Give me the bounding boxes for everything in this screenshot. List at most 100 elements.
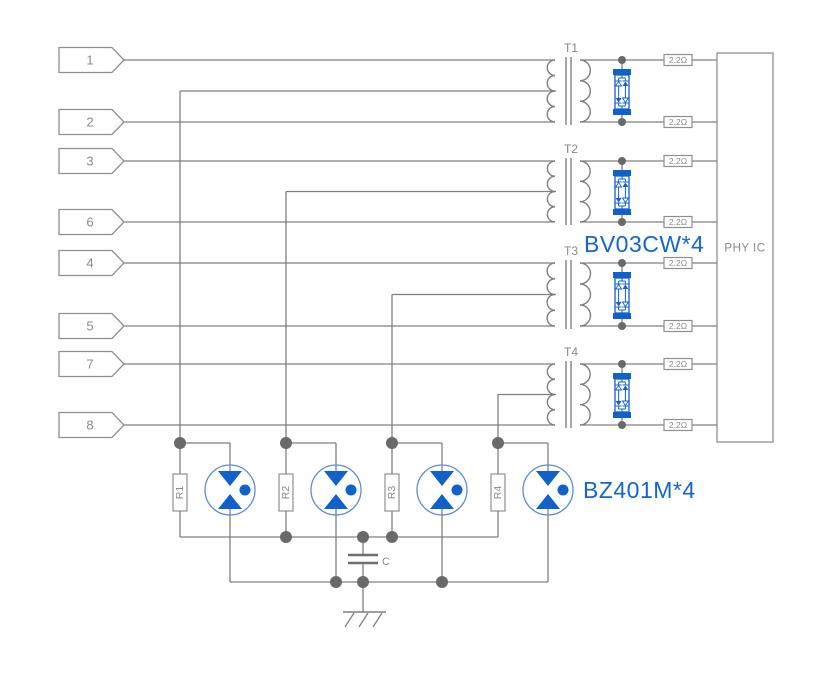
tvs-diode-triangle [622,182,629,187]
tvs-diode-array [614,175,630,210]
phy-ic-box [716,52,774,443]
tvs-diode-triangle [621,400,630,407]
series-resistor [663,115,693,129]
chassis-ground-slash [372,612,383,628]
tvs-diode-array [614,277,630,314]
pin-tag [58,147,125,175]
transformer-label: T2 [564,142,578,156]
series-resistor-label: 2.2Ω [669,117,687,127]
termination-resistor [490,473,506,512]
tvs-diode-triangle [615,198,622,203]
tvs-terminal-bar [613,109,631,115]
series-resistor-label: 2.2Ω [669,420,687,430]
bus-junction-dot [386,531,398,543]
secondary-junction-dot [618,360,626,368]
pin-tag [58,108,125,136]
gdt-electrode-triangle [218,471,242,486]
gdt-gas-dot [239,484,251,496]
secondary-junction-dot [618,421,626,429]
series-resistor [663,215,693,229]
termination-resistor [278,473,294,512]
tvs-diode-triangle [622,284,629,289]
pin-label: 2 [86,115,93,130]
series-resistor-label: 2.2Ω [669,217,687,227]
secondary-junction-dot [618,218,626,226]
series-resistor [663,154,693,168]
secondary-junction-dot [618,118,626,126]
transformer-label: T1 [564,41,578,55]
gdt-array-label: BZ401M*4 [583,477,696,503]
bus-junction-dot [357,576,369,588]
pin-tag [58,411,125,439]
tvs-diode-triangle [621,97,630,104]
gdt-electrode-triangle [324,494,348,509]
transformer-label: T4 [564,345,578,359]
series-resistor [663,357,693,371]
tvs-diode-triangle [622,385,629,390]
capacitor-label: C [382,556,390,568]
pin-tag [58,46,125,74]
transformer-secondary-coil [579,363,591,426]
bus-junction-dot [330,576,342,588]
gdt-gas-dot [345,484,357,496]
tvs-terminal-bar [613,170,631,176]
tvs-diode-array [614,378,630,413]
phy-ic-label: PHY IC [724,243,765,255]
tvs-diode-triangle [615,98,622,103]
transformer-primary-coil [546,160,556,223]
gdt-electrode-triangle [430,471,454,486]
tvs-diode-array [614,74,630,110]
tap-junction-dot [386,437,398,449]
secondary-junction-dot [618,56,626,64]
transformer-label: T3 [564,244,578,258]
tvs-diode-triangle [621,197,630,204]
pin-label: 1 [86,53,93,68]
transformer-secondary-coil [579,160,591,223]
secondary-junction-dot [618,259,626,267]
secondary-junction-dot [618,157,626,165]
gdt-electrode-triangle [536,494,560,509]
transformer-secondary-coil [579,262,592,327]
pin-label: 7 [86,357,93,372]
series-resistor-label: 2.2Ω [669,321,687,331]
tvs-terminal-bar [613,209,631,215]
gdt-electrode-triangle [218,494,242,509]
pin-label: 3 [86,154,93,169]
bus-junction-dot [280,531,292,543]
transformer-primary-coil [546,59,556,123]
bus-junction-dot [436,576,448,588]
gdt-electrode-triangle [536,471,560,486]
pin-label: 5 [86,319,93,334]
pin-label: 8 [86,418,93,433]
termination-resistor-label: R2 [280,486,292,500]
termination-resistor-label: R4 [492,486,504,500]
gdt-arrester [522,464,574,516]
tvs-diode-triangle [621,301,630,308]
gdt-arrester [204,464,256,516]
pin-tag [58,208,125,236]
series-resistor [663,53,693,67]
termination-resistor-label: R1 [174,486,186,500]
tvs-diode-triangle [614,384,623,391]
tvs-terminal-bar [613,313,631,319]
gdt-electrode-triangle [430,494,454,509]
tvs-terminal-bar [613,272,631,278]
gdt-gas-dot [451,484,463,496]
series-resistor-label: 2.2Ω [669,359,687,369]
termination-resistor-label: R3 [386,486,398,500]
tvs-terminal-bar [613,412,631,418]
tvs-terminal-bar [613,69,631,75]
series-resistor-label: 2.2Ω [669,258,687,268]
pin-label: 4 [86,256,93,271]
bus-junction-dot [357,531,369,543]
tvs-diode-triangle [614,181,623,188]
termination-resistor [384,473,400,512]
tap-junction-dot [174,437,186,449]
series-resistor [663,256,693,270]
pin-tag [58,350,125,378]
pin-tag [58,249,125,277]
transformer-primary-coil [546,363,556,426]
tvs-diode-triangle [614,80,623,87]
